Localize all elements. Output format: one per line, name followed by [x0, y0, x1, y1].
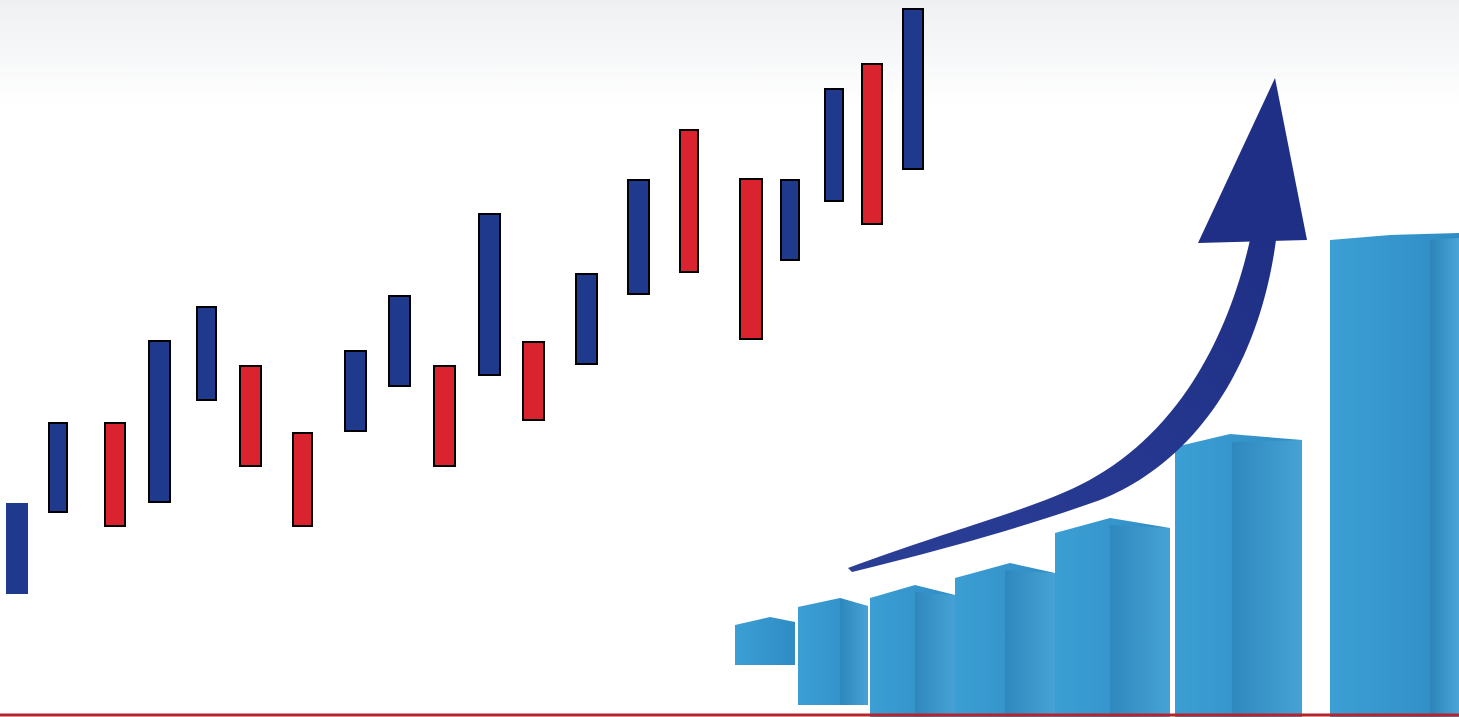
candle [388, 295, 411, 387]
bar-side [915, 592, 955, 717]
candle [627, 179, 650, 295]
candle [739, 178, 763, 340]
candle [824, 88, 844, 202]
bars-3d [735, 233, 1459, 717]
candle [902, 8, 924, 170]
candle [575, 273, 598, 365]
bar-side [1430, 238, 1459, 717]
candle [344, 350, 367, 432]
candle [522, 341, 545, 421]
candle [48, 422, 68, 513]
candle [196, 306, 217, 401]
bar [1330, 233, 1459, 717]
candle [6, 503, 28, 594]
bar-side [1005, 570, 1055, 717]
bar-side [1232, 440, 1302, 717]
bar [735, 617, 795, 665]
candle [780, 179, 800, 261]
candle [433, 365, 456, 467]
candle [679, 129, 699, 273]
candle [478, 213, 501, 376]
arrow-shaft [848, 240, 1276, 572]
trend-arrow [848, 78, 1307, 572]
bar-side [840, 598, 868, 705]
candle [148, 340, 171, 503]
candle [239, 365, 262, 467]
candle [104, 422, 126, 527]
arrow-head [1198, 78, 1307, 243]
candle [292, 432, 313, 527]
candle [861, 63, 883, 225]
candles [6, 8, 924, 594]
bar-side [1110, 525, 1170, 717]
